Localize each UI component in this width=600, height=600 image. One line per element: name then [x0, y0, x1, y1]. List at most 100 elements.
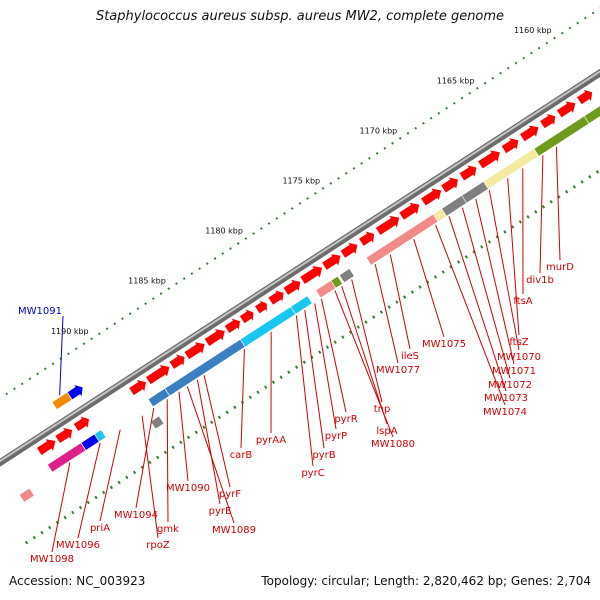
- gene-feature-19: [374, 215, 400, 236]
- outer-tick: [283, 212, 286, 215]
- inner-tick: [503, 230, 507, 234]
- inner-tick: [86, 500, 90, 505]
- inner-tick: [302, 360, 306, 364]
- gene-feature-5: [128, 379, 147, 396]
- gene-feature-15: [299, 265, 323, 285]
- gene-feature-23: [458, 164, 478, 182]
- gene-feature-46: [583, 105, 600, 125]
- gene-feature-36: [290, 295, 313, 315]
- outer-tick: [259, 227, 263, 230]
- outer-tick: [236, 242, 240, 245]
- inner-tick: [248, 395, 252, 400]
- leader-line: [555, 146, 561, 261]
- leader-line: [413, 239, 445, 338]
- gene-label-carB: carB: [230, 450, 253, 461]
- gene-feature-2: [36, 438, 57, 456]
- inner-tick: [372, 315, 376, 319]
- inner-tick: [595, 169, 600, 174]
- leader-line: [51, 462, 71, 553]
- inner-tick: [163, 450, 168, 455]
- leader-line: [435, 224, 506, 406]
- inner-tick: [341, 335, 345, 339]
- outer-tick: [28, 377, 32, 381]
- kbp-label: 1185 kbp: [128, 277, 166, 286]
- gene-feature-6: [145, 364, 171, 386]
- inner-tick: [534, 210, 538, 214]
- outer-tick: [445, 106, 448, 110]
- gene-label-MW1075: MW1075: [422, 339, 466, 350]
- outer-tick: [576, 21, 580, 25]
- gene-label-MW1080: MW1080: [371, 439, 415, 450]
- accession-text: Accession: NC_003923: [9, 574, 146, 588]
- outer-tick: [545, 41, 549, 45]
- outer-tick: [506, 66, 510, 70]
- gene-feature-39: [338, 268, 355, 284]
- leader-line: [461, 207, 511, 379]
- gene-feature-26: [519, 124, 540, 143]
- outer-tick: [468, 91, 472, 95]
- inner-tick: [210, 420, 214, 425]
- inner-tick: [194, 430, 198, 435]
- outer-tick: [530, 51, 533, 55]
- outer-tick: [414, 126, 418, 130]
- kbp-label: 1160 kbp: [514, 26, 552, 35]
- gene-feature-13: [267, 289, 285, 306]
- outer-tick: [383, 146, 387, 150]
- gene-label-murD: murD: [546, 262, 574, 273]
- inner-tick: [449, 265, 453, 269]
- outer-tick: [360, 161, 364, 165]
- inner-tick: [410, 290, 414, 294]
- inner-tick: [379, 310, 384, 314]
- gene-feature-22: [440, 176, 459, 194]
- inner-tick: [526, 215, 530, 219]
- outer-tick: [344, 171, 348, 175]
- inner-tick: [171, 445, 175, 450]
- inner-tick: [264, 385, 268, 390]
- outer-tick: [391, 141, 394, 145]
- inner-tick: [125, 475, 129, 480]
- inner-tick: [109, 485, 114, 490]
- outer-tick: [375, 151, 379, 155]
- outer-tick: [43, 367, 47, 371]
- leader-line: [295, 315, 314, 467]
- inner-tick: [148, 460, 152, 465]
- gene-feature-21: [420, 187, 442, 207]
- outer-tick: [591, 11, 595, 15]
- inner-tick: [40, 530, 44, 535]
- leader-line: [374, 264, 399, 364]
- gene-label-tnp: tnp: [374, 404, 391, 415]
- tick-marks: [0, 7, 600, 545]
- label-leaders: [51, 146, 561, 553]
- leader-line: [334, 290, 394, 438]
- gene-feature-11: [239, 308, 255, 325]
- leader-line: [341, 285, 388, 425]
- gene-label-MW1073: MW1073: [484, 393, 528, 404]
- inner-tick: [63, 515, 67, 520]
- gene-label-ftsZ: ftsZ: [509, 337, 528, 348]
- leader-line: [141, 415, 159, 539]
- gene-feature-48: [150, 415, 165, 430]
- outer-tick: [121, 317, 124, 321]
- gene-feature-27: [539, 112, 556, 130]
- outer-tick: [82, 342, 86, 346]
- outer-tick: [36, 372, 39, 376]
- leader-line: [77, 442, 101, 539]
- leader-line: [351, 279, 383, 403]
- gene-feature-43: [461, 180, 489, 204]
- leader-line: [475, 198, 515, 365]
- inner-tick: [464, 255, 468, 259]
- outer-tick: [136, 307, 140, 311]
- gene-feature-14: [282, 278, 302, 296]
- inner-tick: [256, 390, 260, 395]
- inner-tick: [186, 435, 191, 440]
- outer-tick: [522, 56, 526, 60]
- outer-tick: [568, 26, 572, 30]
- gene-features: [18, 88, 600, 503]
- inner-tick: [271, 380, 276, 385]
- outer-tick: [275, 217, 279, 220]
- inner-tick: [202, 425, 206, 430]
- outer-tick: [352, 166, 356, 170]
- leader-line: [178, 391, 189, 482]
- inner-tick: [132, 470, 137, 475]
- gene-label-pyrE: pyrE: [209, 506, 232, 517]
